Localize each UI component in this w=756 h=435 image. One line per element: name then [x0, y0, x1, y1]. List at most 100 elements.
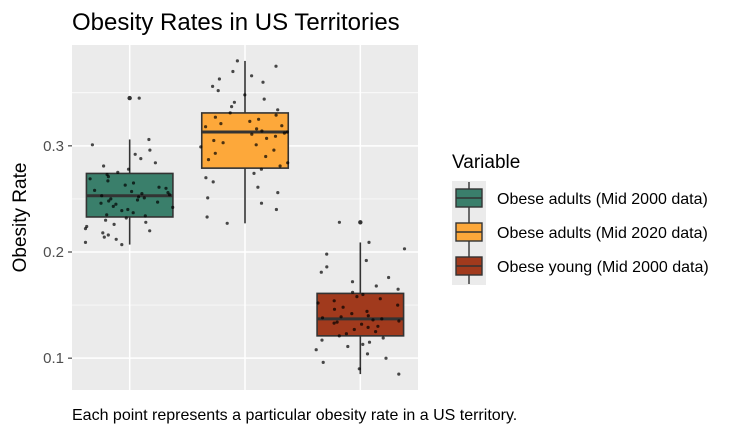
jitter-point [124, 216, 128, 220]
jitter-point [143, 214, 147, 218]
jitter-point [148, 148, 152, 152]
jitter-point [131, 181, 136, 185]
jitter-point [259, 167, 263, 171]
jitter-point [397, 319, 401, 323]
jitter-point [248, 119, 252, 123]
jitter-point [111, 204, 115, 208]
jitter-point [213, 151, 217, 155]
y-tick-label: 0.3 [43, 138, 64, 155]
jitter-point [157, 185, 161, 189]
jitter-point [262, 97, 266, 101]
jitter-point [332, 299, 336, 303]
jitter-point [88, 177, 92, 181]
jitter-point [384, 356, 388, 360]
jitter-point [360, 322, 364, 326]
jitter-point [104, 218, 108, 222]
jitter-point [83, 240, 88, 244]
jitter-point [314, 348, 318, 352]
jitter-point [156, 200, 160, 204]
jitter-point [221, 141, 225, 145]
jitter-point [105, 172, 109, 177]
jitter-point [114, 237, 118, 241]
jitter-point [225, 221, 229, 225]
jitter-point [365, 352, 370, 356]
jitter-point [106, 233, 110, 237]
jitter-point [93, 188, 97, 192]
jitter-point [255, 127, 259, 131]
jitter-point [133, 152, 137, 156]
jitter-point [254, 143, 258, 147]
jitter-point [120, 243, 124, 247]
jitter-point [114, 202, 118, 206]
jitter-point [206, 158, 211, 162]
jitter-point [346, 344, 350, 349]
jitter-point [101, 231, 105, 235]
jitter-point [171, 205, 175, 209]
jitter-point [319, 270, 323, 274]
jitter-point [232, 100, 236, 104]
jitter-point [264, 154, 268, 159]
jitter-point [280, 124, 284, 128]
jitter-point [126, 207, 130, 212]
jitter-point [142, 196, 146, 200]
outlier-point [358, 220, 363, 225]
jitter-point [126, 167, 131, 171]
jitter-point [337, 220, 341, 224]
jitter-point [228, 111, 232, 115]
jitter-point [282, 131, 286, 135]
jitter-point [402, 247, 407, 251]
jitter-point [344, 332, 348, 336]
jitter-point [243, 93, 247, 97]
jitter-point [381, 336, 385, 340]
jitter-point [325, 265, 329, 269]
jitter-point [211, 180, 215, 184]
jitter-point [387, 275, 391, 280]
jitter-point [85, 224, 89, 229]
jitter-point [112, 222, 116, 226]
jitter-point [135, 198, 140, 202]
jitter-point [250, 132, 254, 136]
jitter-point [102, 235, 106, 239]
jitter-point [367, 240, 371, 244]
box [200, 112, 290, 169]
jitter-point [357, 367, 361, 371]
jitter-point [278, 164, 282, 168]
jitter-point [366, 325, 370, 329]
jitter-point [335, 320, 339, 324]
jitter-point [286, 161, 290, 165]
jitter-point [137, 195, 141, 199]
jitter-point [199, 145, 203, 149]
jitter-point [325, 252, 329, 256]
jitter-point [361, 342, 365, 346]
jitter-point [339, 315, 343, 319]
jitter-point [231, 69, 235, 74]
jitter-point [367, 340, 372, 344]
jitter-point [355, 295, 359, 299]
jitter-point [204, 176, 208, 180]
jitter-point [272, 148, 276, 152]
jitter-point [216, 89, 220, 93]
jitter-point [285, 130, 289, 134]
box [316, 292, 405, 337]
jitter-point [144, 220, 148, 224]
jitter-point [376, 324, 380, 328]
jitter-point [164, 186, 168, 190]
jitter-point [352, 327, 356, 332]
jitter-point [213, 115, 217, 119]
caption: Each point represents a particular obesi… [72, 407, 517, 424]
jitter-point [374, 284, 378, 288]
jitter-point [211, 84, 215, 88]
outlier-point [127, 95, 132, 101]
jitter-point [321, 360, 325, 364]
jitter-point [261, 80, 265, 84]
jitter-point [140, 192, 144, 196]
jitter-point [109, 197, 113, 201]
data-points [83, 59, 407, 376]
jitter-point [380, 317, 384, 321]
jitter-point [276, 108, 280, 112]
y-axis: 0.1 0.2 0.3 [43, 138, 72, 367]
jitter-point [341, 305, 345, 309]
jitter-point [396, 287, 400, 291]
jitter-point [260, 129, 264, 133]
